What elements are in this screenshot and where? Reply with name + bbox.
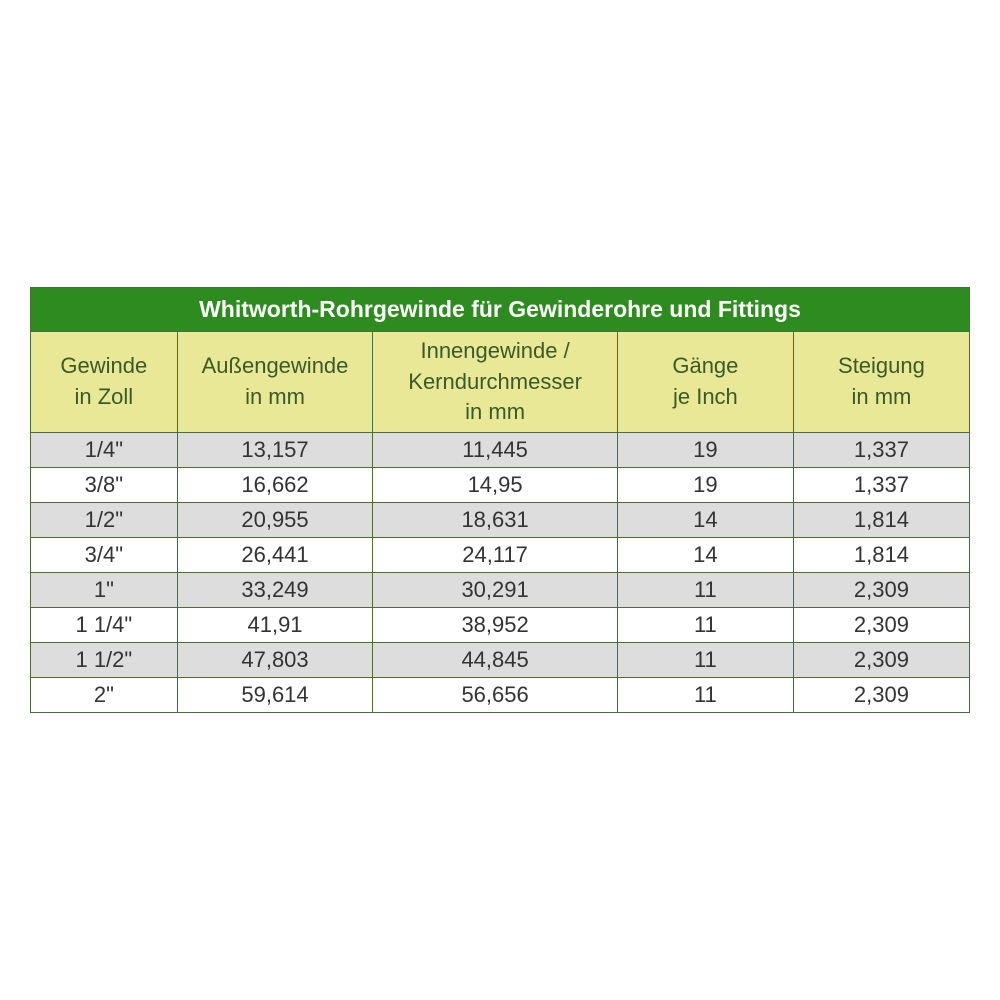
cell-steigung: 1,337 <box>793 468 969 503</box>
cell-aussengewinde: 16,662 <box>177 468 373 503</box>
cell-gaenge: 14 <box>617 538 793 573</box>
cell-gaenge: 19 <box>617 433 793 468</box>
thread-table-container: Whitworth-Rohrgewinde für Gewinderohre u… <box>30 287 970 713</box>
cell-gewinde: 3/4" <box>31 538 178 573</box>
header-label: in mm <box>245 384 305 409</box>
table-row: 2" 59,614 56,656 11 2,309 <box>31 678 970 713</box>
cell-gaenge: 11 <box>617 678 793 713</box>
cell-aussengewinde: 33,249 <box>177 573 373 608</box>
cell-innengewinde: 14,95 <box>373 468 618 503</box>
table-row: 1" 33,249 30,291 11 2,309 <box>31 573 970 608</box>
cell-innengewinde: 18,631 <box>373 503 618 538</box>
thread-table: Whitworth-Rohrgewinde für Gewinderohre u… <box>30 287 970 713</box>
cell-gewinde: 3/8" <box>31 468 178 503</box>
header-label: Kerndurchmesser <box>408 369 582 394</box>
cell-steigung: 1,814 <box>793 538 969 573</box>
header-gaenge: Gänge je Inch <box>617 331 793 432</box>
table-title-row: Whitworth-Rohrgewinde für Gewinderohre u… <box>31 287 970 331</box>
table-row: 1/2" 20,955 18,631 14 1,814 <box>31 503 970 538</box>
header-label: Gänge <box>672 353 738 378</box>
cell-aussengewinde: 26,441 <box>177 538 373 573</box>
cell-steigung: 2,309 <box>793 608 969 643</box>
cell-aussengewinde: 47,803 <box>177 643 373 678</box>
cell-gaenge: 19 <box>617 468 793 503</box>
table-row: 1 1/4" 41,91 38,952 11 2,309 <box>31 608 970 643</box>
header-steigung: Steigung in mm <box>793 331 969 432</box>
cell-gewinde: 1/4" <box>31 433 178 468</box>
header-label: in mm <box>465 399 525 424</box>
cell-steigung: 2,309 <box>793 573 969 608</box>
cell-gewinde: 1" <box>31 573 178 608</box>
cell-gaenge: 11 <box>617 608 793 643</box>
header-innengewinde: Innengewinde / Kerndurchmesser in mm <box>373 331 618 432</box>
cell-gewinde: 1 1/2" <box>31 643 178 678</box>
cell-aussengewinde: 20,955 <box>177 503 373 538</box>
header-label: in mm <box>852 384 912 409</box>
table-row: 3/8" 16,662 14,95 19 1,337 <box>31 468 970 503</box>
cell-gaenge: 14 <box>617 503 793 538</box>
cell-innengewinde: 24,117 <box>373 538 618 573</box>
cell-aussengewinde: 13,157 <box>177 433 373 468</box>
cell-gewinde: 1/2" <box>31 503 178 538</box>
cell-steigung: 1,814 <box>793 503 969 538</box>
header-label: je Inch <box>673 384 738 409</box>
cell-innengewinde: 11,445 <box>373 433 618 468</box>
cell-gewinde: 1 1/4" <box>31 608 178 643</box>
cell-innengewinde: 38,952 <box>373 608 618 643</box>
cell-gaenge: 11 <box>617 643 793 678</box>
table-row: 3/4" 26,441 24,117 14 1,814 <box>31 538 970 573</box>
table-row: 1 1/2" 47,803 44,845 11 2,309 <box>31 643 970 678</box>
table-header-row: Gewinde in Zoll Außengewinde in mm Innen… <box>31 331 970 432</box>
cell-innengewinde: 44,845 <box>373 643 618 678</box>
cell-steigung: 2,309 <box>793 643 969 678</box>
cell-steigung: 1,337 <box>793 433 969 468</box>
cell-gewinde: 2" <box>31 678 178 713</box>
table-title: Whitworth-Rohrgewinde für Gewinderohre u… <box>31 287 970 331</box>
cell-innengewinde: 30,291 <box>373 573 618 608</box>
header-gewinde: Gewinde in Zoll <box>31 331 178 432</box>
header-aussengewinde: Außengewinde in mm <box>177 331 373 432</box>
header-label: Gewinde <box>60 353 147 378</box>
cell-innengewinde: 56,656 <box>373 678 618 713</box>
cell-aussengewinde: 41,91 <box>177 608 373 643</box>
cell-steigung: 2,309 <box>793 678 969 713</box>
header-label: Innengewinde / <box>420 338 569 363</box>
cell-aussengewinde: 59,614 <box>177 678 373 713</box>
cell-gaenge: 11 <box>617 573 793 608</box>
header-label: in Zoll <box>75 384 134 409</box>
header-label: Außengewinde <box>202 353 349 378</box>
header-label: Steigung <box>838 353 925 378</box>
table-row: 1/4" 13,157 11,445 19 1,337 <box>31 433 970 468</box>
